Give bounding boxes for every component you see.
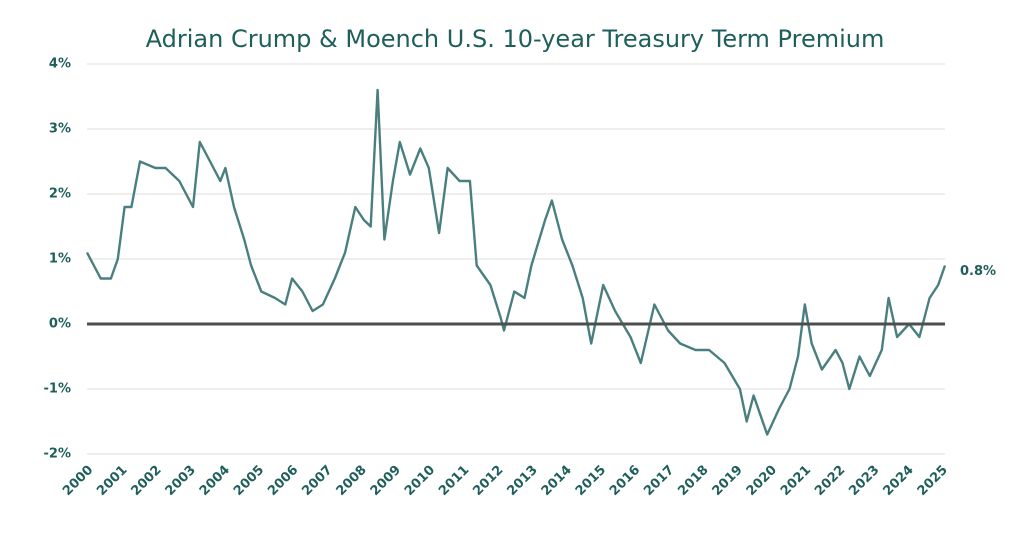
x-tick-label: 2016 xyxy=(607,463,643,499)
x-tick-label: 2010 xyxy=(402,463,438,499)
x-tick-label: 2025 xyxy=(915,463,951,499)
x-tick-label: 2014 xyxy=(539,463,575,499)
x-tick-label: 2008 xyxy=(334,463,370,499)
x-tick-label: 2011 xyxy=(436,463,472,499)
end-annotation: 0.8% xyxy=(960,264,996,279)
y-tick-label: 4% xyxy=(49,57,71,72)
x-tick-label: 2004 xyxy=(197,463,233,499)
x-tick-label: 2017 xyxy=(641,463,677,499)
y-tick-label: 1% xyxy=(49,252,71,267)
y-tick-label: 3% xyxy=(49,122,71,137)
y-tick-label: -1% xyxy=(44,382,71,397)
x-tick-label: 2003 xyxy=(163,463,199,499)
x-tick-label: 2006 xyxy=(265,463,301,499)
x-tick-label: 2023 xyxy=(846,463,882,499)
x-tick-label: 2013 xyxy=(504,463,540,499)
x-tick-label: 2000 xyxy=(60,463,96,499)
x-tick-label: 2024 xyxy=(881,463,917,499)
x-tick-label: 2020 xyxy=(744,463,780,499)
x-tick-label: 2021 xyxy=(778,463,814,499)
y-tick-label: 0% xyxy=(49,317,71,332)
x-tick-label: 2001 xyxy=(94,463,130,499)
chart-title: Adrian Crump & Moench U.S. 10-year Treas… xyxy=(146,25,885,53)
x-tick-label: 2009 xyxy=(368,463,404,499)
line-series xyxy=(85,88,947,436)
x-tick-label: 2012 xyxy=(470,463,506,499)
y-tick-label: 2% xyxy=(49,187,71,202)
x-tick-label: 2019 xyxy=(710,463,746,499)
x-tick-label: 2015 xyxy=(573,463,609,499)
x-tick-label: 2018 xyxy=(675,463,711,499)
x-tick-label: 2002 xyxy=(128,463,164,499)
x-tick-label: 2022 xyxy=(812,463,848,499)
y-tick-label: -2% xyxy=(44,447,71,462)
x-tick-label: 2007 xyxy=(299,463,335,499)
x-tick-label: 2005 xyxy=(231,463,267,499)
